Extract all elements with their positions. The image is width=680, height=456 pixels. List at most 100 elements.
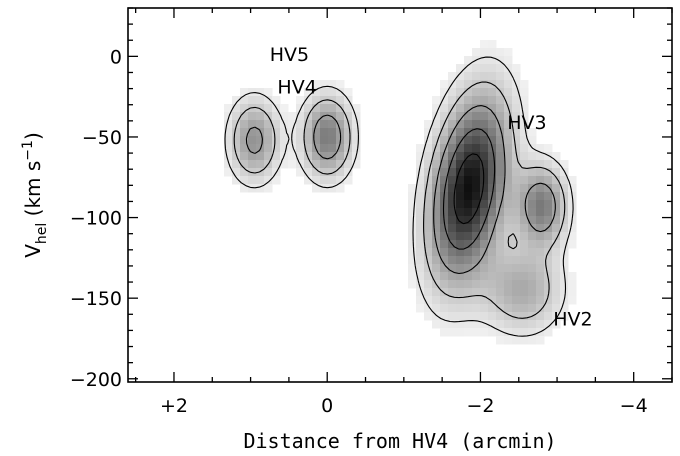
heat-cell [432,136,441,145]
heat-cell [528,264,537,273]
heat-cell [512,312,521,321]
heat-cell [240,128,249,137]
heat-cell [544,160,553,169]
heat-cell [272,160,281,169]
heat-cell [512,304,521,313]
heat-cell [272,136,281,145]
heat-cell [488,232,497,241]
heat-cell [304,128,313,137]
heat-cell [408,184,417,193]
heat-cell [288,120,297,129]
heat-cell [480,112,489,121]
heat-cell [480,160,489,169]
heat-cell [336,80,345,89]
heat-cell [344,112,353,121]
heat-cell [352,160,361,169]
heat-cell [416,272,425,281]
heat-cell [496,48,505,57]
heat-cell [312,152,321,161]
heat-cell [480,184,489,193]
heat-cell [440,232,449,241]
heat-cell [432,216,441,225]
heat-cell [512,336,521,345]
heat-cell [528,152,537,161]
heat-cell [504,264,513,273]
heat-cell [432,248,441,257]
heat-cell [480,288,489,297]
heat-cell [512,192,521,201]
heat-cell [496,296,505,305]
heat-cell [448,184,457,193]
heat-cell [512,136,521,145]
heat-cell [408,192,417,201]
heat-cell [512,88,521,97]
heat-cell [456,328,465,337]
heat-cell [432,296,441,305]
heat-cell [536,320,545,329]
heat-cell [528,336,537,345]
heat-cell [488,120,497,129]
heat-cell [456,304,465,313]
heat-cell [520,304,529,313]
heat-cell [472,312,481,321]
heat-cell [448,160,457,169]
heat-cell [352,104,361,113]
heat-cell [416,304,425,313]
heat-cell [544,280,553,289]
heat-cell [456,104,465,113]
heat-cell [480,64,489,73]
heat-cell [304,152,313,161]
heat-cell [480,256,489,265]
heat-cell [568,232,577,241]
heat-cell [424,224,433,233]
heat-cell [504,336,513,345]
heat-cell [224,112,233,121]
heat-cell [488,104,497,113]
heat-cell [464,192,473,201]
heat-cell [256,160,265,169]
heat-cell [432,232,441,241]
heat-cell [328,112,337,121]
heat-cell [520,232,529,241]
heat-cell [424,192,433,201]
heat-cell [496,112,505,121]
heat-cell [496,248,505,257]
heat-cell [424,216,433,225]
heat-cell [416,232,425,241]
heat-cell [312,176,321,185]
heat-cell [264,104,273,113]
heat-cell [520,176,529,185]
contour-level [245,105,556,274]
heat-cell [256,168,265,177]
heat-cell [456,112,465,121]
heat-cell [496,168,505,177]
heat-cell [352,136,361,145]
heat-cell [440,96,449,105]
heat-cell [464,224,473,233]
heat-cell [320,160,329,169]
y-axis-title-units: (km s [21,161,45,217]
heat-cell [432,120,441,129]
heat-cell [456,168,465,177]
heat-cell [504,256,513,265]
heat-cell [504,288,513,297]
heat-cell [488,88,497,97]
heat-cell [456,216,465,225]
heat-cell [344,176,353,185]
heat-cell [480,176,489,185]
heat-cell [456,160,465,169]
y-axis-title-subscript: hel [34,223,50,244]
heat-cell [296,96,305,105]
heat-cell [568,184,577,193]
heat-cell [496,328,505,337]
heat-cell [416,240,425,249]
heat-cell [496,128,505,137]
heat-cell [488,152,497,161]
heat-cell [240,184,249,193]
heat-cell [480,96,489,105]
heat-cell [552,224,561,233]
y-tick-label: −100 [70,208,122,230]
heat-cell [544,296,553,305]
heat-cell [512,152,521,161]
heat-cell [464,288,473,297]
